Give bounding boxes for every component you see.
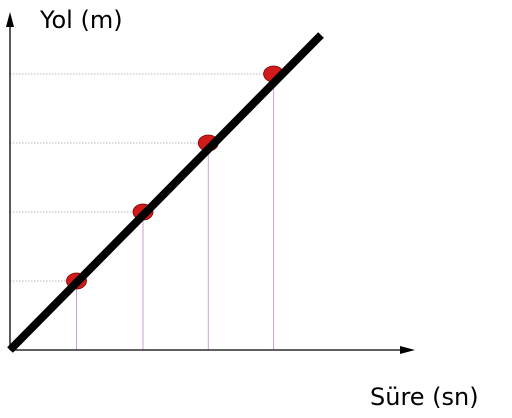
y-axis-arrow-icon	[6, 12, 14, 27]
x-axis-arrow-icon	[400, 346, 415, 354]
y-axis-title: Yol (m)	[39, 6, 123, 34]
series-line-group	[7, 32, 324, 353]
series-line	[7, 32, 324, 353]
guide-lines	[10, 73, 275, 350]
x-axis-title: Süre (sn)	[370, 383, 479, 411]
